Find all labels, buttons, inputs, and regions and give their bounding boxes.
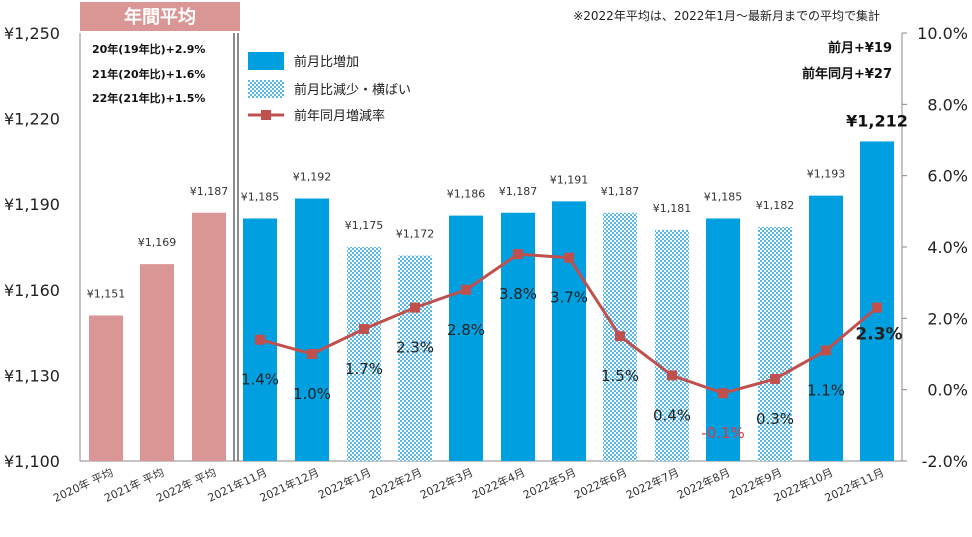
bar-value-label: ¥1,186 [447,188,486,201]
yoy-rate-marker [564,252,574,263]
x-category-label: 2022年6月 [572,465,630,502]
y-right-tick-label: 6.0% [927,167,968,186]
bar-decrease [347,247,381,461]
bar-value-label: ¥1,187 [499,185,538,198]
yoy-rate-marker [770,373,780,384]
bar-decrease [758,227,792,461]
yoy-rate-label: -0.1% [701,424,745,442]
bar-value-label: ¥1,175 [345,219,384,232]
bar-value-label: ¥1,185 [241,190,280,203]
summary-mom: 前月+¥19 [828,40,892,56]
x-category-label: 2022年3月 [418,465,476,502]
annual-average-header-box [80,2,240,31]
bar-value-label: ¥1,169 [138,236,177,249]
bar-value-label: ¥1,185 [704,190,743,203]
legend-increase-label: 前月比増加 [294,54,359,70]
yoy-rate-label: 3.7% [550,289,588,307]
yoy-rate-marker [821,345,831,356]
y-left-tick-label: ¥1,190 [4,195,60,214]
x-category-label: 2022年7月 [624,465,682,502]
summary-yoy: 前年同月+¥27 [802,66,892,82]
y-left-tick-label: ¥1,100 [4,452,60,471]
y-right-tick-label: 2.0% [927,309,968,328]
x-category-label: 2022年8月 [675,465,733,502]
yoy-rate-marker [615,331,625,342]
bar-annual [89,315,123,461]
yoy-rate-marker [410,302,420,313]
yoy-rate-marker [872,302,882,313]
bar-increase [295,198,329,461]
bar-value-label: ¥1,212 [846,111,908,130]
yoy-rate-label: 3.8% [499,285,537,303]
chart-note: ※2022年平均は、2022年1月～最新月までの平均で集計 [573,8,880,23]
yoy-rate-marker [718,388,728,399]
bar-increase [449,215,483,461]
yoy-rate-label: 1.0% [293,385,331,403]
bar-annual [140,264,174,461]
legend-increase-swatch [248,52,284,70]
y-left-tick-label: ¥1,250 [4,24,60,43]
bar-annual [192,212,226,461]
yoy-rate-marker [307,349,317,359]
yoy-rate-label: 2.3% [855,325,902,345]
y-right-tick-label: 4.0% [927,238,968,257]
yoy-rate-label: 2.3% [396,339,434,357]
yoy-rate-marker [359,324,369,335]
annual-note-2022: 22年(21年比)+1.5% [92,91,205,105]
x-category-label: 2021年12月 [257,465,321,505]
y-right-tick-label: 10.0% [917,24,968,43]
legend-decrease-label: 前月比減少・横ばい [294,82,411,98]
x-category-label: 2022年1月 [316,465,374,502]
bar-value-label: ¥1,192 [293,170,332,183]
yoy-rate-label: 1.7% [345,360,383,378]
bar-increase [860,141,894,461]
bar-value-label: ¥1,151 [87,287,126,300]
yoy-rate-label: 2.8% [447,321,485,339]
bar-value-label: ¥1,193 [807,168,846,181]
yoy-rate-label: 1.5% [601,367,639,385]
yoy-rate-label: 1.1% [807,381,845,399]
y-right-tick-label: 0.0% [927,381,968,400]
bar-increase [552,201,586,461]
legend-line-label: 前年同月増減率 [294,108,385,124]
yoy-rate-marker [513,249,523,260]
x-category-label: 2022年4月 [470,465,528,502]
annual-note-2021: 21年(20年比)+1.6% [92,67,205,81]
y-left-tick-label: ¥1,220 [4,110,60,129]
yoy-rate-label: 0.3% [756,410,794,428]
bar-value-label: ¥1,191 [550,173,589,186]
bar-value-label: ¥1,181 [653,202,692,215]
legend-decrease-swatch [248,80,284,98]
annual-average-header: 年間平均 [124,6,196,28]
bar-increase [809,195,843,461]
yoy-rate-marker [461,284,471,295]
y-right-tick-label: 8.0% [927,95,968,114]
bar-increase [706,218,740,461]
yoy-rate-marker [667,370,677,381]
bar-value-label: ¥1,187 [601,185,640,198]
y-left-tick-label: ¥1,130 [4,366,60,385]
legend-line-marker [261,110,271,120]
bar-value-label: ¥1,187 [190,185,229,198]
y-right-tick-label: -2.0% [922,452,968,471]
x-category-label: 2022年2月 [367,465,425,502]
bar-decrease [398,255,432,461]
x-category-label: 2022年5月 [521,465,579,502]
yoy-rate-marker [255,334,265,345]
annual-note-2020: 20年(19年比)+2.9% [92,42,205,56]
bar-decrease [655,229,689,461]
yoy-rate-label: 1.4% [241,371,279,389]
bar-value-label: ¥1,172 [396,228,435,241]
bar-value-label: ¥1,182 [756,199,795,212]
y-left-tick-label: ¥1,160 [4,281,60,300]
yoy-rate-label: 0.4% [653,406,691,424]
